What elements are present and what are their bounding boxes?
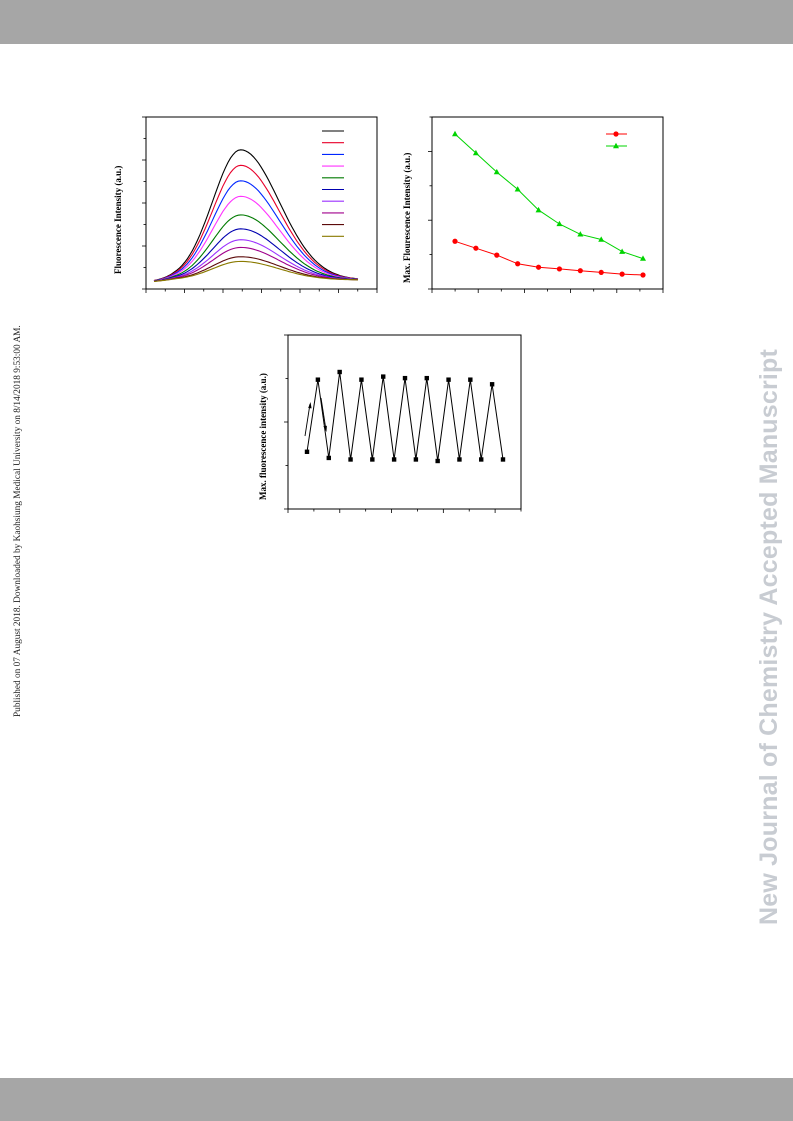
point-triangle xyxy=(535,206,542,213)
journal-header-band xyxy=(0,0,793,44)
cycle-point xyxy=(359,377,364,382)
cycle-point xyxy=(446,377,451,382)
spectrum-line-6 xyxy=(153,228,359,282)
cycle-point xyxy=(381,374,386,379)
point-circle xyxy=(535,264,542,270)
spectrum-line-7 xyxy=(153,239,358,282)
point-circle xyxy=(515,261,521,267)
chart3-frame xyxy=(287,334,522,510)
journal-footer-band xyxy=(0,1078,793,1121)
cycle-point xyxy=(500,457,506,462)
cycle-point xyxy=(315,377,321,382)
spectrum-line-8 xyxy=(153,246,359,282)
cycle-point xyxy=(489,382,495,387)
chart2-frame xyxy=(431,116,664,290)
cycle-point xyxy=(435,458,440,464)
point-triangle xyxy=(598,236,605,242)
spectrum-line-3 xyxy=(153,180,359,282)
annotation-arrow-up xyxy=(304,403,311,437)
series-line-triangle xyxy=(454,133,644,260)
point-circle xyxy=(598,269,604,276)
legend-red-marker xyxy=(613,131,619,137)
point-triangle xyxy=(493,168,500,175)
cycle-point xyxy=(479,457,484,462)
point-circle xyxy=(619,271,625,277)
cycle-point xyxy=(391,457,397,462)
legend-green-marker xyxy=(613,142,619,149)
spectrum-line-10 xyxy=(153,260,358,282)
cycle-line xyxy=(306,371,504,462)
point-circle xyxy=(556,266,563,272)
cycle-point xyxy=(468,377,473,382)
point-circle xyxy=(640,272,646,278)
cycle-point xyxy=(304,449,310,454)
cycle-point xyxy=(413,457,419,462)
spectrum-line-2 xyxy=(153,164,359,282)
cycle-point xyxy=(326,455,331,461)
annotation-arrow-down xyxy=(320,397,327,431)
point-triangle xyxy=(452,130,458,137)
cycle-point xyxy=(424,375,429,381)
point-triangle xyxy=(514,186,521,192)
cycle-point xyxy=(402,375,408,381)
point-circle xyxy=(473,245,479,251)
cycle-point xyxy=(348,457,353,462)
spectrum-line-1 xyxy=(153,149,359,282)
series-line-circle xyxy=(454,240,644,276)
point-triangle xyxy=(577,231,584,237)
point-triangle xyxy=(640,255,646,261)
annotation-arrowhead-down xyxy=(323,425,327,432)
cycle-point xyxy=(370,457,375,462)
point-circle xyxy=(452,238,458,244)
point-triangle xyxy=(472,149,479,156)
point-circle xyxy=(494,252,500,258)
point-triangle xyxy=(619,248,626,254)
spectrum-line-4 xyxy=(153,195,359,282)
point-circle xyxy=(577,268,583,274)
cycle-point xyxy=(457,457,462,462)
cycle-point xyxy=(337,369,342,375)
point-triangle xyxy=(556,220,563,227)
annotation-arrowhead-up xyxy=(308,402,312,409)
spectrum-line-5 xyxy=(153,214,359,282)
